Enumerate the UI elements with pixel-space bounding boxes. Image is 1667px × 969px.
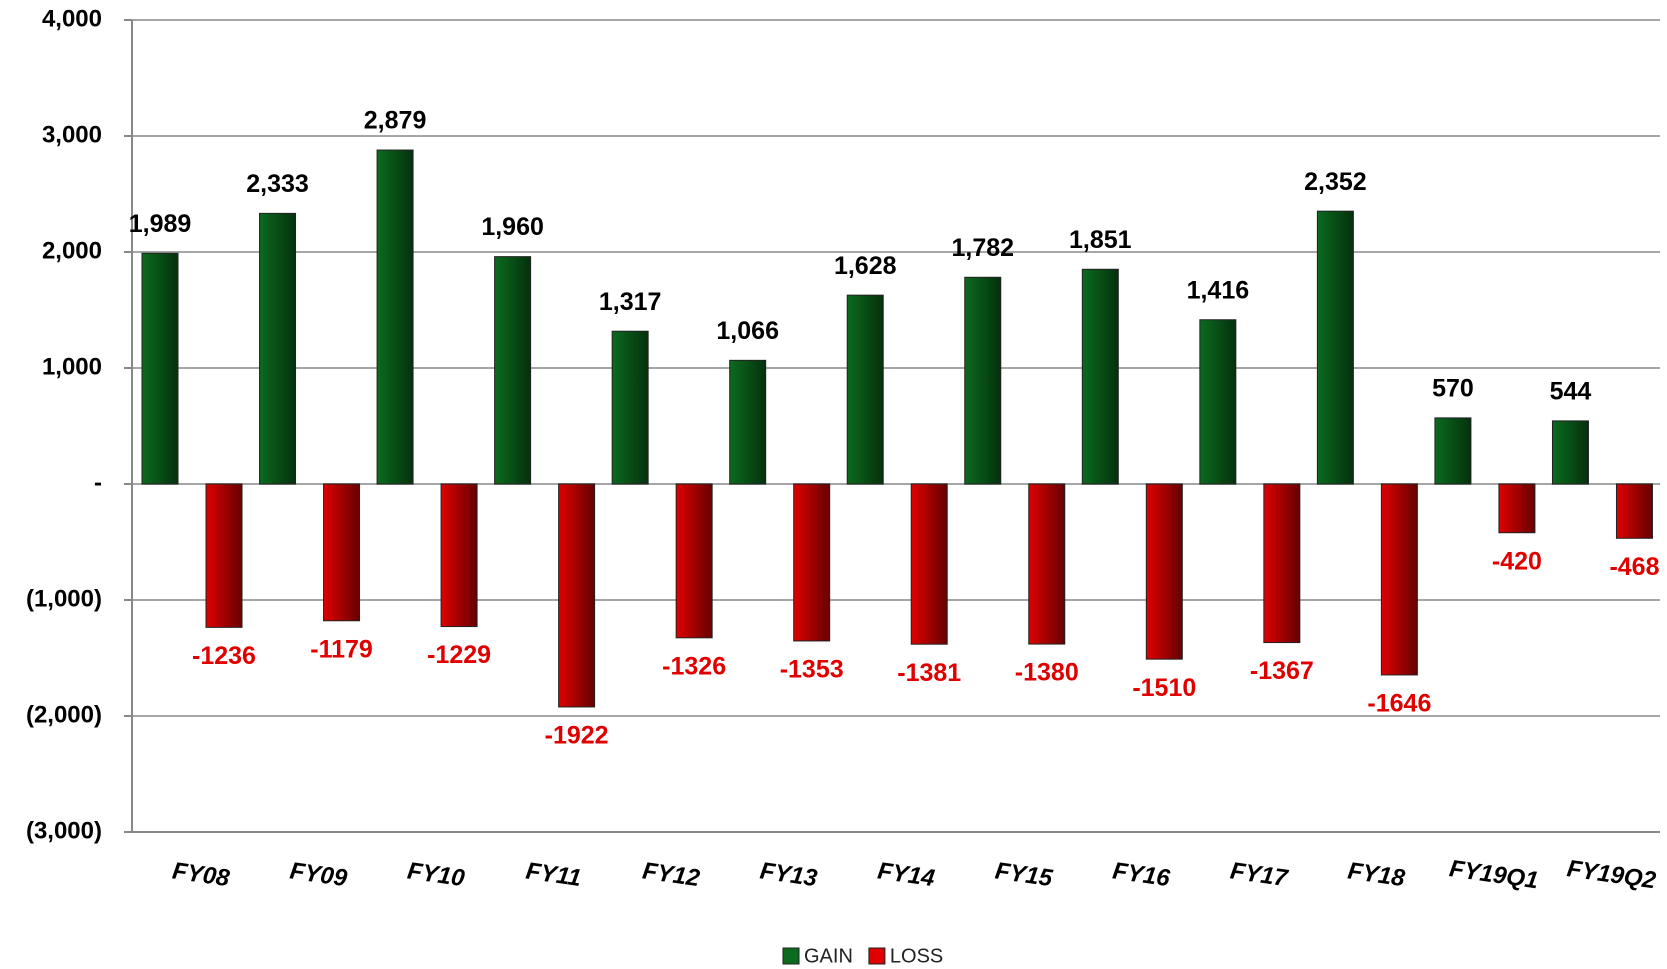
bar: [793, 483, 831, 642]
bar: [964, 276, 1002, 485]
bar: [1263, 483, 1301, 644]
data-label: 544: [1550, 378, 1592, 406]
data-label: 1,317: [599, 288, 662, 316]
x-tick-label: FY17: [1228, 857, 1290, 892]
legend-swatch: [868, 947, 886, 965]
x-tick-label: FY11: [524, 858, 583, 892]
bar: [1615, 483, 1653, 539]
legend-label: GAIN: [804, 945, 853, 967]
bar: [259, 212, 297, 485]
data-label: -1179: [310, 635, 373, 663]
data-label: -1367: [1250, 657, 1314, 685]
data-label: 1,989: [129, 210, 192, 238]
x-tick-label: FY14: [876, 857, 937, 892]
bar: [1551, 420, 1589, 485]
data-label: 2,879: [364, 107, 427, 135]
data-label: 1,628: [834, 252, 897, 280]
data-label: 2,333: [246, 170, 309, 198]
y-tick-label: 3,000: [42, 121, 102, 148]
data-label: 1,066: [716, 317, 779, 345]
bar: [846, 294, 884, 485]
x-tick-label: FY08: [171, 857, 232, 892]
x-tick-label: FY19Q1: [1448, 855, 1540, 894]
x-tick-label: FY12: [641, 857, 702, 892]
bar: [141, 252, 179, 485]
data-label: -1353: [780, 656, 844, 684]
bar: [494, 256, 532, 485]
bar: [440, 483, 478, 628]
bar: [910, 483, 948, 645]
x-tick-label: FY10: [406, 857, 467, 892]
data-label: -1229: [427, 641, 491, 669]
x-tick-label: FY13: [758, 857, 819, 892]
legend-label: LOSS: [890, 945, 943, 967]
bar: [675, 483, 713, 639]
bar: [611, 330, 649, 485]
bar: [1316, 210, 1354, 485]
data-label: -1646: [1367, 690, 1431, 718]
data-label: 1,851: [1069, 226, 1132, 254]
bar: [729, 359, 767, 485]
bar: [1380, 483, 1418, 676]
data-label: -1922: [545, 722, 609, 750]
data-label: -1326: [662, 652, 726, 680]
data-label: 570: [1432, 374, 1474, 402]
data-label: -1381: [897, 659, 961, 687]
x-tick-label: FY09: [288, 857, 349, 892]
data-label: -468: [1609, 553, 1659, 581]
bar: [323, 483, 361, 622]
data-label: 1,782: [951, 234, 1014, 262]
bar: [558, 483, 596, 708]
y-tick-label: 4,000: [42, 5, 102, 32]
bar: [1434, 417, 1472, 485]
data-label: 2,352: [1304, 168, 1367, 196]
data-label: 1,960: [481, 213, 544, 241]
y-tick-label: 2,000: [42, 237, 102, 264]
y-tick-label: 1,000: [42, 353, 102, 380]
y-tick-label: (3,000): [26, 817, 102, 844]
y-tick-label: (2,000): [26, 701, 102, 728]
data-label: -1236: [192, 642, 256, 670]
data-label: -1380: [1015, 659, 1079, 687]
y-tick-label: -: [94, 469, 102, 496]
data-label: 1,416: [1187, 276, 1250, 304]
x-tick-label: FY18: [1346, 857, 1407, 892]
bar: [1498, 483, 1536, 534]
bar: [1199, 319, 1237, 485]
bar: [205, 483, 243, 628]
bar: [1081, 268, 1119, 485]
x-tick-label: FY15: [993, 857, 1054, 892]
x-tick-label: FY19Q2: [1565, 855, 1658, 894]
x-tick-label: FY16: [1111, 857, 1172, 892]
bar: [1028, 483, 1066, 645]
y-tick-label: (1,000): [26, 585, 102, 612]
data-label: -1510: [1132, 674, 1196, 702]
bar: [376, 149, 414, 485]
legend-swatch: [782, 947, 800, 965]
bar: [1145, 483, 1183, 660]
data-label: -420: [1492, 547, 1542, 575]
